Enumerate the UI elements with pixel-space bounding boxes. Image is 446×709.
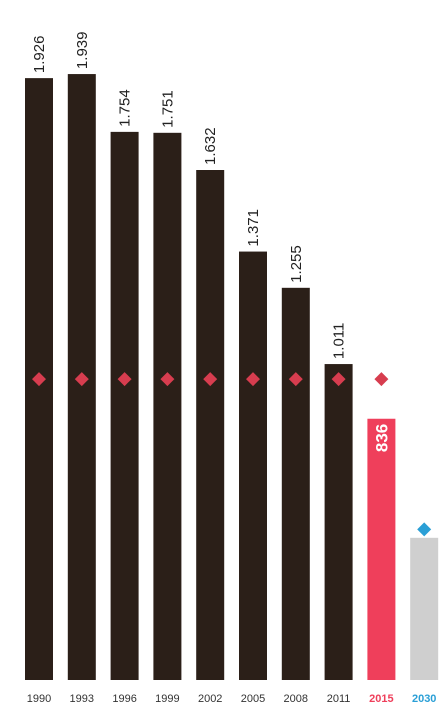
value-label-1996: 1.754 (117, 89, 134, 127)
target-marker-2008 (288, 372, 303, 387)
bar-2005 (239, 251, 267, 680)
value-label-1999: 1.751 (159, 90, 176, 128)
target-marker-1996 (117, 372, 132, 387)
year-label-2011: 2011 (327, 693, 351, 705)
target-marker-2005 (246, 372, 260, 387)
bar-2030 (410, 537, 439, 680)
target-marker-2002 (203, 372, 218, 387)
bar-2002 (196, 170, 225, 680)
year-label-2015: 2015 (369, 693, 393, 705)
target-marker-1999 (160, 372, 175, 387)
year-label-2005: 2005 (241, 693, 265, 705)
value-label-2005: 1.371 (245, 209, 262, 247)
target-marker-2030 (417, 522, 432, 537)
value-label-1993: 1.939 (74, 32, 91, 70)
value-label-2002: 1.632 (202, 127, 219, 165)
year-label-2002: 2002 (198, 693, 222, 705)
bar-2008 (281, 287, 310, 680)
year-label-1996: 1996 (112, 693, 136, 705)
year-label-2008: 2008 (284, 693, 308, 705)
year-label-1993: 1993 (70, 693, 94, 705)
target-marker-1990 (32, 372, 46, 387)
year-label-1990: 1990 (27, 693, 51, 705)
year-label-2030: 2030 (412, 693, 436, 705)
bar-1996 (110, 131, 139, 680)
value-label-1990: 1.926 (31, 36, 48, 74)
value-label-2015: 836 (372, 424, 391, 452)
target-marker-2015 (374, 372, 389, 387)
year-label-1999: 1999 (155, 693, 179, 705)
bar-2011 (324, 364, 353, 680)
value-label-2008: 1.255 (288, 245, 305, 283)
value-label-2011: 1.011 (331, 323, 348, 359)
target-marker-2011 (331, 372, 346, 387)
bar-2015 (367, 418, 396, 680)
bar-1999 (153, 132, 182, 680)
target-marker-1993 (74, 372, 89, 387)
